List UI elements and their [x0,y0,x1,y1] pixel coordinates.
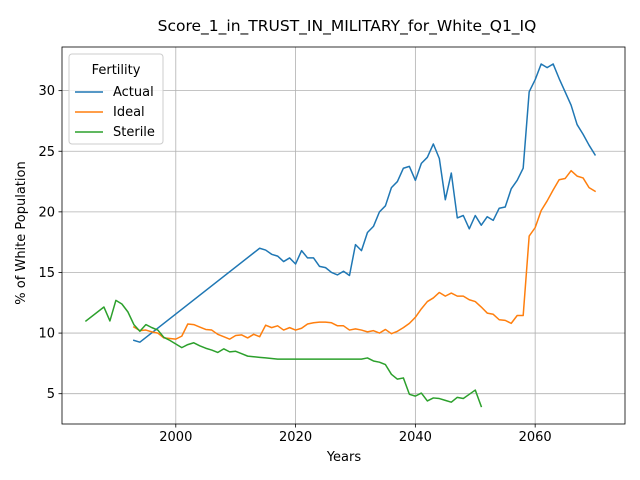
legend-box [68,53,164,145]
y-tick-label: 30 [38,84,55,99]
plot-frame [61,46,626,425]
series-line-actual [132,63,597,343]
legend-label-actual: Actual [113,85,154,100]
series-lines [84,63,597,408]
legend-title: Fertility [92,63,141,78]
y-tick-label: 5 [47,387,55,402]
x-tick-label: 2000 [159,430,192,445]
series-line-sterile [84,299,483,408]
y-tick-label: 20 [38,205,55,220]
x-tick-label: 2040 [399,430,432,445]
series-line-ideal [132,169,597,340]
x-tick-label: 2020 [279,430,312,445]
legend-label-ideal: Ideal [113,105,145,120]
chart-title: Score_1_in_TRUST_IN_MILITARY_for_White_Q… [158,17,537,36]
y-axis-label: % of White Population [14,161,29,304]
grid [62,47,625,424]
y-tick-label: 10 [38,327,55,342]
legend: Fertility Actual Ideal Sterile [68,53,164,145]
axis-ticks: 2000 2020 2040 2060 5 10 15 20 25 30 [38,84,551,445]
legend-label-sterile: Sterile [113,125,155,140]
y-tick-label: 15 [38,266,55,281]
y-tick-label: 25 [38,145,55,160]
x-tick-label: 2060 [519,430,552,445]
x-axis-label: Years [326,450,362,465]
